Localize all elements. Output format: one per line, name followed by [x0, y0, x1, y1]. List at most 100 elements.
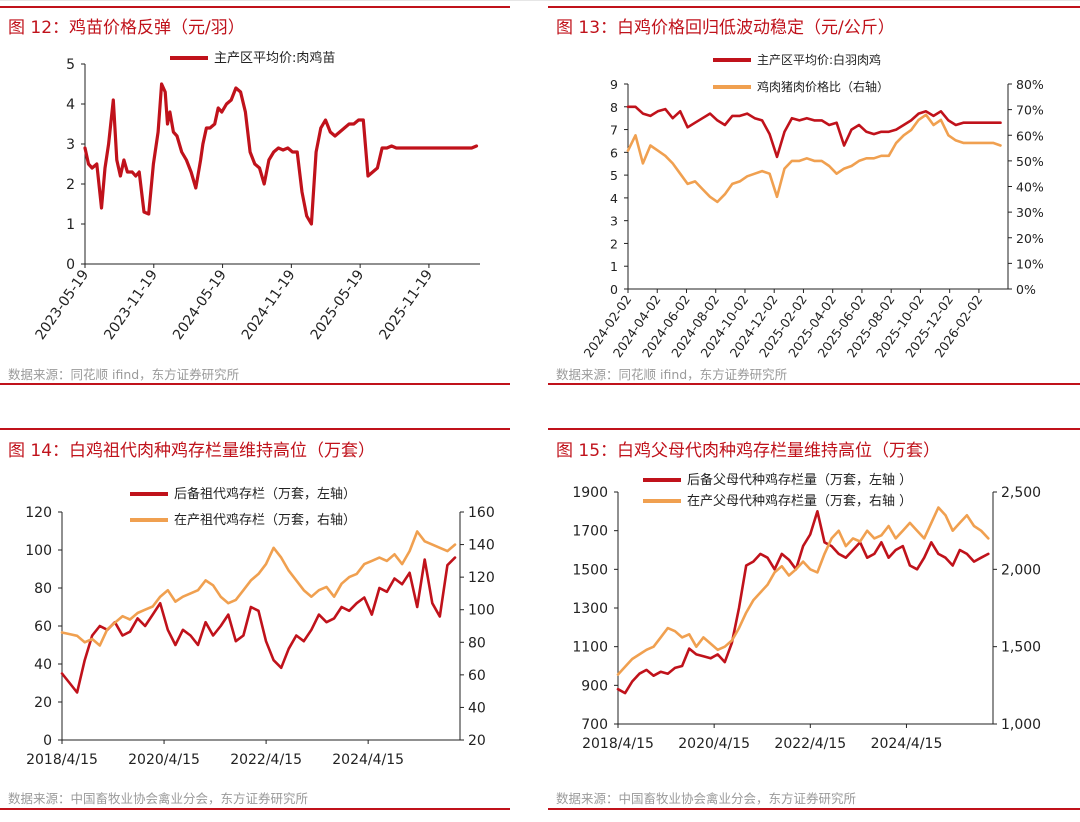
y-tick-label: 2: [610, 236, 618, 251]
y-tick-label: 100: [25, 543, 52, 559]
y-tick-label: 0: [610, 282, 618, 297]
y-tick-label: 1700: [572, 524, 608, 540]
x-tick-label: 2025-05-19: [308, 267, 368, 343]
x-tick-label: 2022/4/15: [774, 736, 846, 752]
chart-svg-15: 700 900 1100 1300 1500 1700 1900 1,000 1,500 2,00…: [572, 472, 1041, 752]
x-tick-label: 2024/4/15: [332, 752, 404, 768]
y-tick-label: 5: [66, 57, 75, 73]
source-note: 数据来源：中国畜牧业协会禽业分会，东方证券研究所: [556, 791, 857, 806]
series-line: [83, 82, 479, 226]
y-tick-label: 4: [610, 191, 618, 206]
y-tick-label: 0: [66, 257, 75, 273]
title-rule: [548, 428, 1080, 430]
y-tick-label: 7: [610, 123, 618, 138]
y-tick-label: 8: [610, 100, 618, 115]
y-tick-label: 700: [581, 717, 608, 733]
y-tick-label: 2: [66, 177, 75, 193]
panel-title: 图 12：鸡苗价格反弹（元/羽）: [8, 18, 245, 38]
chart-svg-13: 01234567890%10%20%30%40%50%60%70%80%2024…: [580, 52, 1044, 360]
y-tick-label: 3: [66, 137, 75, 153]
y2-tick-label: 160: [468, 505, 495, 521]
y2-tick-label: 60%: [1016, 128, 1044, 143]
y-tick-label: 60: [34, 619, 52, 635]
series-line: [616, 506, 990, 676]
x-tick-label: 2024/4/15: [871, 736, 943, 752]
bottom-rule: [548, 383, 1080, 385]
y2-tick-label: 60: [468, 668, 486, 684]
chart-panel-13: 图 13：白鸡价格回归低波动稳定（元/公斤） 0 1 2 3 4 5 6 7 8 9 0% 10% 20…: [548, 0, 1080, 390]
y2-tick-label: 1,000: [1001, 717, 1041, 733]
x-tick-label: 2024-05-19: [170, 267, 230, 343]
bottom-rule: [0, 383, 510, 385]
legend-label: 主产区平均价:白羽肉鸡: [757, 52, 881, 67]
y2-tick-label: 20: [468, 733, 486, 749]
source-note: 数据来源：同花顺 ifind，东方证券研究所: [556, 367, 788, 382]
y-tick-label: 80: [34, 581, 52, 597]
legend-label: 在产祖代鸡存栏（万套，右轴）: [174, 512, 356, 528]
x-tick-label: 2022/4/15: [230, 752, 302, 768]
y2-tick-label: 2,000: [1001, 562, 1041, 578]
y2-tick-label: 20%: [1016, 231, 1044, 246]
chart-panel-15: 图 15：白鸡父母代肉种鸡存栏量维持高位（万套） 700 900 1100 1300 1…: [548, 424, 1080, 814]
title-rule: [0, 6, 510, 8]
series-line: [626, 105, 1002, 159]
bottom-rule: [548, 808, 1080, 810]
series-line: [60, 556, 457, 694]
y2-tick-label: 1,500: [1001, 640, 1041, 656]
y2-tick-label: 40%: [1016, 180, 1044, 195]
series-line: [616, 510, 990, 695]
y-tick-label: 3: [610, 214, 618, 229]
x-tick-label: 2018/4/15: [26, 752, 98, 768]
y2-tick-label: 2,500: [1001, 485, 1041, 501]
x-tick-label: 2025-11-19: [376, 267, 436, 343]
y-tick-label: 4: [66, 97, 75, 113]
y-tick-label: 1300: [572, 601, 608, 617]
panel-title: 图 15：白鸡父母代肉种鸡存栏量维持高位（万套）: [556, 441, 941, 461]
y2-tick-label: 0%: [1016, 282, 1036, 297]
y-tick-label: 20: [34, 695, 52, 711]
x-tick-label: 2024-11-19: [239, 267, 299, 343]
source-note: 数据来源：中国畜牧业协会禽业分会，东方证券研究所: [8, 791, 309, 806]
y2-tick-label: 30%: [1016, 205, 1044, 220]
y2-tick-label: 40: [468, 700, 486, 716]
source-note: 数据来源：同花顺 ifind，东方证券研究所: [8, 367, 240, 382]
y-tick-label: 900: [581, 678, 608, 694]
x-tick-label: 2023-11-19: [101, 267, 161, 343]
top-clipped-strip: [0, 0, 1080, 4]
x-tick-label: 2020/4/15: [128, 752, 200, 768]
x-tick-label: 2018/4/15: [582, 736, 654, 752]
legend-label: 后备祖代鸡存栏（万套，左轴）: [174, 486, 356, 502]
chart-panel-14: 图 14：白鸡祖代肉种鸡存栏量维持高位（万套） 0 20 40 60 80 100 120 2…: [0, 424, 510, 814]
y-tick-label: 1900: [572, 485, 608, 501]
legend-label: 在产父母代种鸡存栏量（万套，右轴 ）: [687, 493, 912, 509]
x-tick-label: 2020/4/15: [678, 736, 750, 752]
legend-label: 主产区平均价:肉鸡苗: [214, 50, 335, 66]
y-tick-label: 9: [610, 77, 618, 92]
title-rule: [548, 6, 1080, 8]
legend-label: 鸡肉猪肉价格比（右轴）: [757, 79, 889, 94]
x-tick-label: 2023-05-19: [32, 267, 92, 343]
y-tick-label: 1100: [572, 640, 608, 656]
panel-title: 图 13：白鸡价格回归低波动稳定（元/公斤）: [556, 18, 895, 38]
y-tick-label: 40: [34, 657, 52, 673]
y2-tick-label: 120: [468, 570, 495, 586]
y2-tick-label: 70%: [1016, 103, 1044, 118]
legend-label: 后备父母代种鸡存栏量（万套，左轴 ）: [687, 472, 912, 488]
y-tick-label: 0: [43, 733, 52, 749]
y-tick-label: 1: [66, 217, 75, 233]
chart-svg-14: 0 20 40 60 80 100 120 20 40 60 80 100 120 140 160 2018/…: [25, 486, 495, 768]
y2-tick-label: 80%: [1016, 77, 1044, 92]
y2-tick-label: 140: [468, 538, 495, 554]
y-tick-label: 1: [610, 259, 618, 274]
y-tick-label: 120: [25, 505, 52, 521]
panel-title: 图 14：白鸡祖代肉种鸡存栏量维持高位（万套）: [8, 441, 376, 461]
chart-panel-12: 图 12：鸡苗价格反弹（元/羽） 0 1 2 3 4 5 2023-05-19 2023-11…: [0, 0, 510, 390]
bottom-rule: [0, 808, 510, 810]
y-tick-label: 6: [610, 145, 618, 160]
y-tick-label: 5: [610, 168, 618, 183]
title-rule: [0, 428, 510, 430]
y-tick-label: 1500: [572, 562, 608, 578]
y2-tick-label: 10%: [1016, 256, 1044, 271]
y2-tick-label: 80: [468, 635, 486, 651]
series-line: [60, 530, 457, 647]
